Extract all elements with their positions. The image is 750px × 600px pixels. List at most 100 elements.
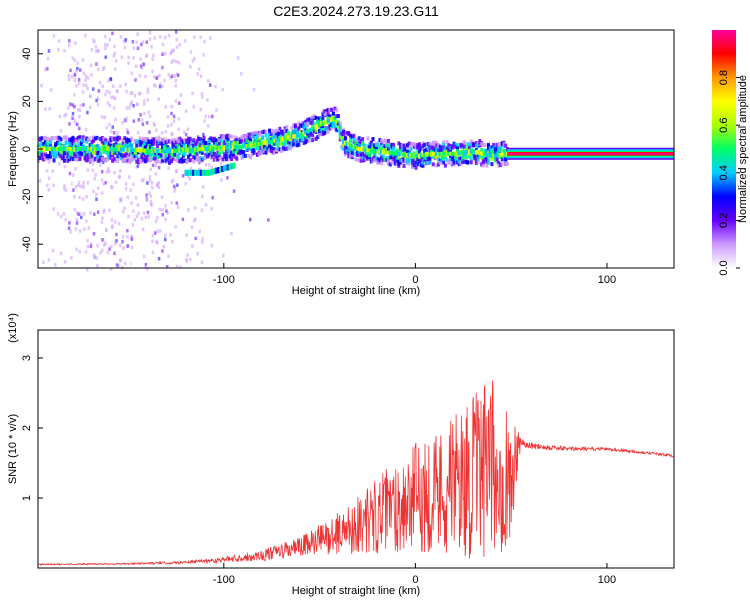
spectrogram-cell bbox=[169, 152, 173, 157]
spectrogram-cell bbox=[449, 148, 453, 153]
spectrogram-cell bbox=[79, 103, 82, 108]
spectrogram-cell bbox=[257, 137, 261, 142]
spectrogram-cell bbox=[171, 132, 174, 137]
spectrogram-cell bbox=[161, 149, 165, 154]
spectrogram-cell bbox=[56, 212, 60, 216]
spectrogram-cell bbox=[399, 149, 403, 154]
spectrogram-cell bbox=[219, 161, 223, 166]
spectrogram-cell bbox=[228, 163, 232, 170]
spectrogram-cell bbox=[454, 155, 458, 160]
spectrogram-cell bbox=[60, 214, 63, 219]
spectrogram-cell bbox=[497, 153, 501, 158]
spectrogram-cell bbox=[228, 145, 232, 150]
spectrogram-cell bbox=[152, 122, 156, 126]
spectrogram-cell bbox=[54, 143, 58, 148]
spectrogram-cell bbox=[483, 152, 487, 157]
spectrogram-cell bbox=[268, 148, 272, 153]
spectrogram-cell bbox=[162, 244, 166, 249]
spectrogram-cell bbox=[264, 150, 268, 155]
spectrogram-cell bbox=[133, 156, 137, 161]
spectrogram-cell bbox=[146, 267, 149, 271]
spectrogram-cell bbox=[100, 139, 104, 144]
spectrogram-cell bbox=[186, 158, 190, 163]
spectrogram-cell bbox=[333, 127, 337, 132]
spectrogram-cell bbox=[414, 145, 418, 150]
spectrogram-cell bbox=[43, 135, 47, 140]
spectrogram-cell bbox=[95, 153, 99, 158]
spectrogram-cell bbox=[500, 161, 504, 166]
spectrogram-cell bbox=[488, 146, 492, 151]
spectrogram-cell bbox=[192, 147, 196, 152]
spectrogram-cell bbox=[326, 107, 330, 112]
spectrogram-cell bbox=[173, 152, 177, 157]
spectrogram-cell bbox=[186, 185, 189, 190]
spectrogram-cell bbox=[502, 148, 506, 153]
spectrogram-cell bbox=[100, 143, 104, 148]
spectrogram-cell bbox=[369, 148, 373, 153]
spectrogram-cell bbox=[233, 142, 237, 147]
spectrogram-cell bbox=[250, 142, 254, 147]
spectrogram-cell bbox=[368, 145, 372, 150]
spectrogram-cell bbox=[184, 109, 188, 113]
spectrogram-cell bbox=[153, 231, 157, 235]
spectrogram-cell bbox=[404, 159, 408, 164]
spectrogram-cell bbox=[214, 84, 217, 89]
spectrogram-cell bbox=[361, 140, 365, 145]
spectrogram-cell bbox=[140, 153, 144, 158]
spectrogram-cell bbox=[113, 251, 116, 256]
spectrogram-cell bbox=[416, 162, 420, 167]
spectrogram-cell bbox=[366, 155, 370, 160]
spectrogram-cell bbox=[123, 153, 127, 158]
spectrogram-cell bbox=[343, 150, 347, 155]
spectrogram-cell bbox=[185, 257, 188, 262]
spectrogram-cell bbox=[121, 210, 125, 214]
spectrogram-cell bbox=[409, 144, 413, 149]
spectrogram-cell bbox=[252, 139, 256, 144]
spectrogram-cell bbox=[338, 134, 342, 139]
spectrogram-cell bbox=[57, 154, 61, 159]
spectrogram-cell bbox=[239, 72, 243, 76]
spectrogram-cell bbox=[259, 138, 263, 143]
spectrogram-cell bbox=[40, 153, 44, 158]
spectrogram-cell bbox=[495, 142, 499, 147]
spectrogram-cell bbox=[157, 149, 161, 154]
spectrogram-cell bbox=[62, 135, 66, 140]
spectrogram-cell bbox=[293, 128, 297, 133]
spectrogram-cell bbox=[77, 81, 81, 86]
spectrogram-cell bbox=[281, 137, 285, 142]
spectrogram-cell bbox=[307, 117, 311, 122]
spectrogram-cell bbox=[43, 147, 47, 151]
spectrogram-cell bbox=[145, 148, 149, 153]
spectrogram-cell bbox=[200, 144, 204, 149]
spectrogram-cell bbox=[200, 208, 204, 212]
spectrogram-cell bbox=[186, 139, 190, 144]
spectrogram-cell bbox=[447, 159, 451, 164]
spectrogram-cell bbox=[57, 147, 61, 151]
spectrogram-cell bbox=[156, 229, 159, 233]
spectrogram-cell bbox=[99, 147, 103, 151]
spectrogram-cell bbox=[404, 155, 408, 160]
spectrogram-cell bbox=[304, 125, 308, 130]
spectrogram-cell bbox=[190, 140, 194, 145]
spectrogram-cell bbox=[86, 157, 90, 162]
spectrogram-cell bbox=[392, 151, 396, 156]
spectrogram-cell bbox=[259, 130, 263, 135]
spectrogram-cell bbox=[442, 142, 446, 147]
spectrogram-cell bbox=[185, 152, 188, 157]
spectrogram-cell bbox=[92, 150, 96, 155]
spectrogram-cell bbox=[76, 211, 79, 215]
spectrogram-cell bbox=[77, 78, 81, 82]
spectrogram-cell bbox=[416, 149, 420, 154]
spectrogram-cell bbox=[154, 159, 158, 164]
spectrogram-cell bbox=[492, 153, 496, 158]
spectrogram-cell bbox=[62, 153, 66, 158]
spectrogram-cell bbox=[228, 152, 232, 157]
spectrogram-cell bbox=[144, 262, 148, 267]
spectrogram-cell bbox=[135, 143, 139, 148]
spectrogram-cell bbox=[116, 150, 120, 155]
spectrogram-cell bbox=[395, 149, 399, 154]
spectrogram-cell bbox=[342, 143, 346, 148]
spectrogram-cell bbox=[412, 163, 416, 168]
spectrogram-cell bbox=[230, 157, 234, 162]
spectrogram-cell bbox=[119, 35, 123, 39]
